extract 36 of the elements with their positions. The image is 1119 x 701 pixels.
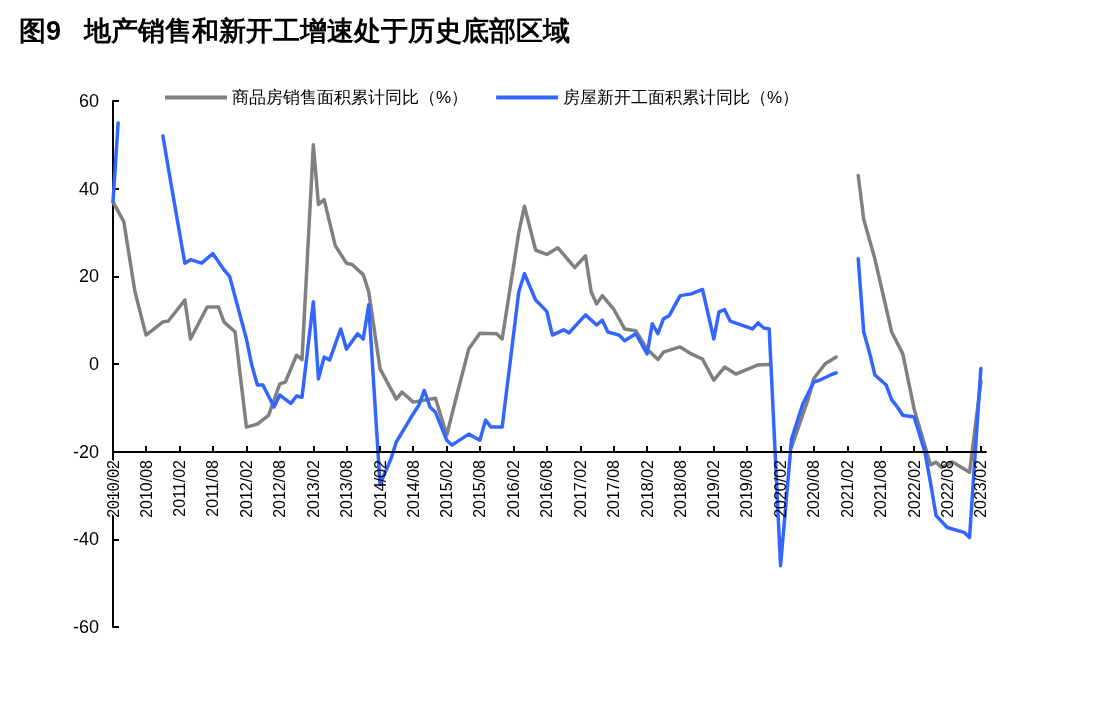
x-tick-label: 2021/02 [838,459,856,518]
x-tick-label: 2020/08 [805,459,823,518]
x-tick-label: 2017/02 [571,459,589,518]
x-tick-label: 2016/08 [538,459,556,518]
y-tick-label: 20 [78,266,99,287]
x-tick-label: 2013/02 [304,459,322,518]
y-tick-label: -20 [72,441,99,462]
y-tick-label: 0 [88,354,99,374]
y-tick-label: 40 [78,178,99,199]
x-tick-label: 2019/02 [705,459,723,518]
x-tick-label: 2017/08 [604,459,622,518]
y-tick-label: -40 [72,529,99,550]
x-tick-label: 2023/02 [972,459,990,518]
x-tick-label: 2019/08 [738,459,756,518]
x-tick-label: 2012/02 [237,459,255,518]
x-tick-label: 2014/08 [404,459,422,518]
x-tick-label: 2014/02 [371,459,389,518]
legend-label: 商品房销售面积累计同比（%） [232,88,469,107]
chart-title: 图9 地产销售和新开工增速处于历史底部区域 [19,15,570,46]
x-tick-label: 2018/08 [671,459,689,518]
legend-label: 房屋新开工面积累计同比（%） [563,88,800,107]
x-tick-label: 2015/02 [438,459,456,518]
x-tick-label: 2010/08 [137,459,155,518]
x-tick-label: 2022/02 [905,459,923,518]
x-tick-label: 2011/08 [204,459,222,517]
x-tick-label: 2021/08 [872,459,890,518]
x-tick-label: 2013/08 [337,459,355,518]
x-tick-label: 2018/02 [638,459,656,518]
y-tick-label: 60 [78,91,99,111]
x-tick-label: 2015/08 [471,459,489,518]
x-tick-label: 2012/08 [271,459,289,518]
x-tick-label: 2016/02 [504,459,522,518]
y-tick-label: -60 [72,617,99,637]
x-tick-label: 2020/02 [772,459,790,518]
x-tick-label: 2022/08 [938,459,956,518]
x-tick-label: 2011/02 [171,459,189,517]
